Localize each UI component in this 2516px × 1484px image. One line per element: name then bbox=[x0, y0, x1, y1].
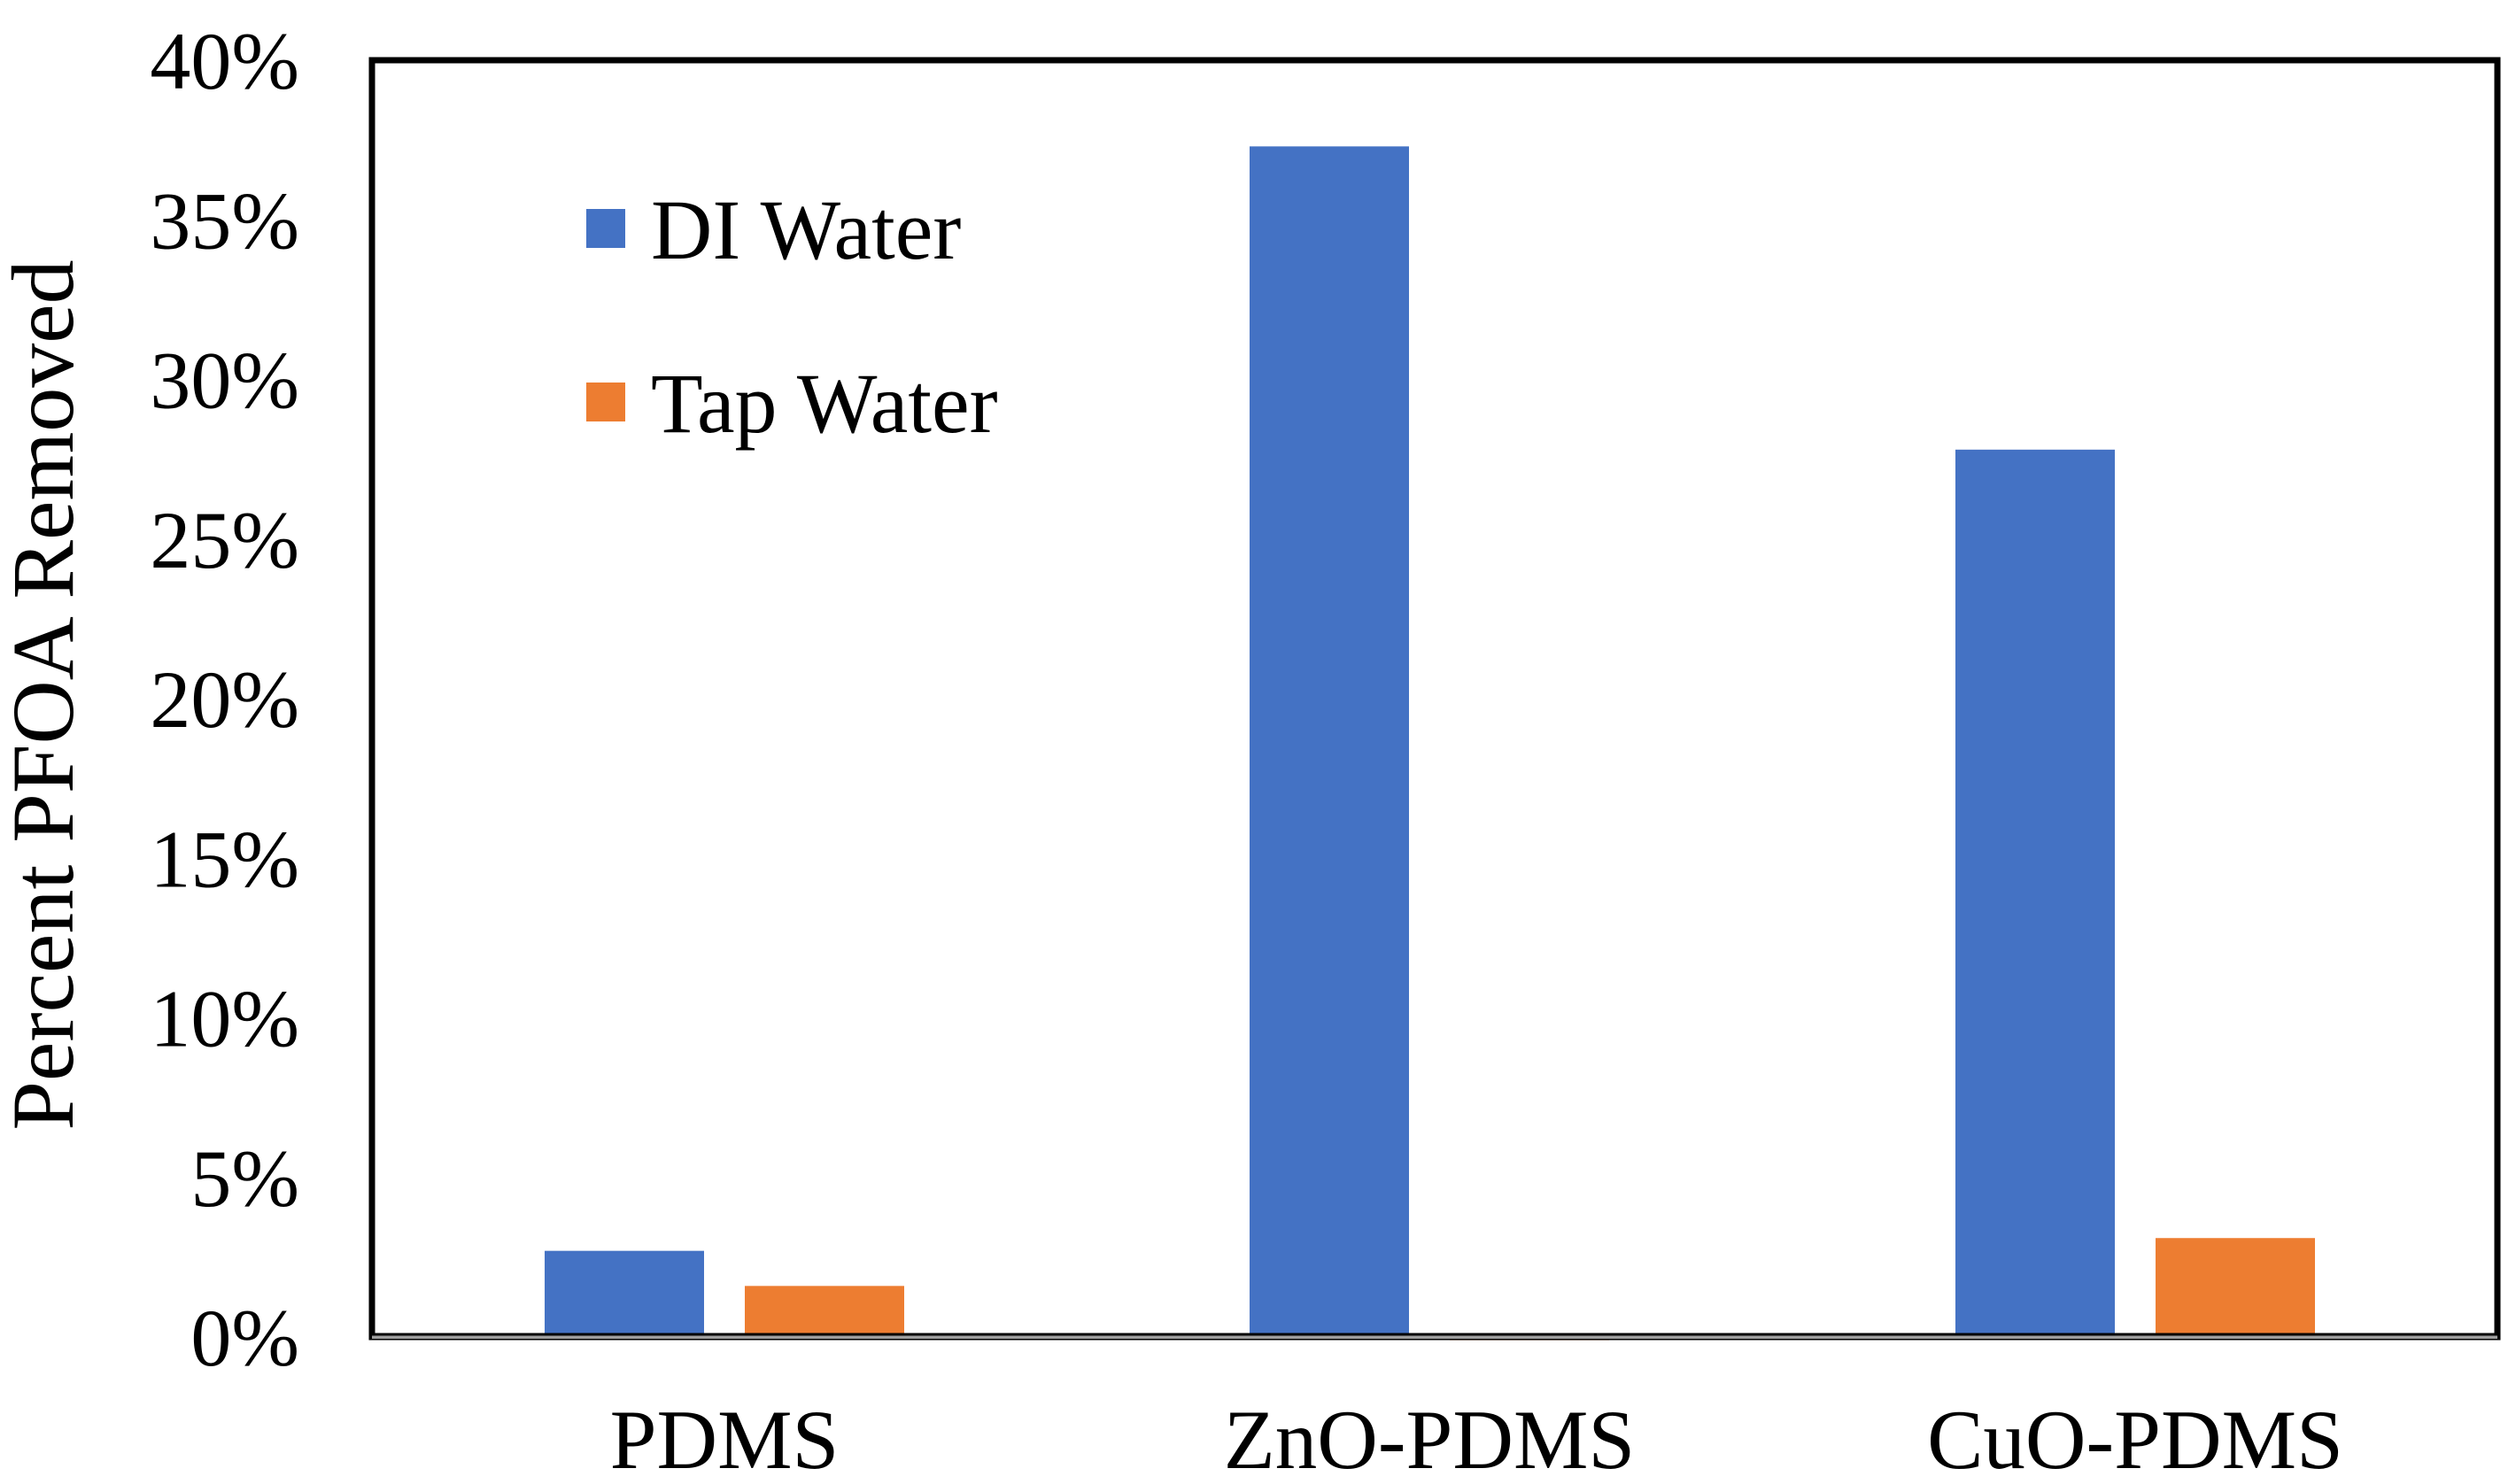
legend-label-di-water: DI Water bbox=[651, 182, 961, 277]
y-tick-label: 35% bbox=[150, 175, 299, 266]
bar-cuo-pdms-tap-water bbox=[2156, 1238, 2315, 1337]
legend-swatch-di-water bbox=[586, 209, 625, 248]
bars bbox=[545, 146, 2315, 1341]
bar-zno-pdms-di-water bbox=[1250, 146, 1409, 1338]
y-tick-label: 40% bbox=[150, 16, 299, 106]
bar-cuo-pdms-di-water bbox=[1955, 449, 2115, 1337]
legend-label-tap-water: Tap Water bbox=[651, 356, 998, 451]
y-tick-label: 15% bbox=[150, 814, 299, 904]
axes bbox=[368, 57, 2501, 1341]
y-tick-label: 20% bbox=[150, 654, 299, 745]
x-tick-label: CuO-PDMS bbox=[1927, 1393, 2343, 1484]
y-tick-labels: 0% 5% 10% 15% 20% 25% 30% 35% 40% bbox=[150, 16, 299, 1383]
bar-pdms-tap-water bbox=[745, 1286, 904, 1337]
y-tick-label: 0% bbox=[190, 1293, 299, 1383]
legend-swatch-tap-water bbox=[586, 383, 625, 421]
x-tick-labels: PDMS ZnO-PDMS CuO-PDMS bbox=[610, 1393, 2343, 1484]
y-tick-label: 10% bbox=[150, 974, 299, 1064]
y-tick-label: 5% bbox=[190, 1133, 299, 1224]
y-tick-label: 25% bbox=[150, 495, 299, 585]
y-axis-label: Percent PFOA Removed bbox=[0, 259, 92, 1130]
x-tick-label: ZnO-PDMS bbox=[1224, 1393, 1636, 1484]
y-tick-label: 30% bbox=[150, 336, 299, 426]
legend: DI Water Tap Water bbox=[586, 182, 998, 451]
x-tick-label: PDMS bbox=[610, 1393, 840, 1484]
bar-pdms-di-water bbox=[545, 1250, 704, 1337]
